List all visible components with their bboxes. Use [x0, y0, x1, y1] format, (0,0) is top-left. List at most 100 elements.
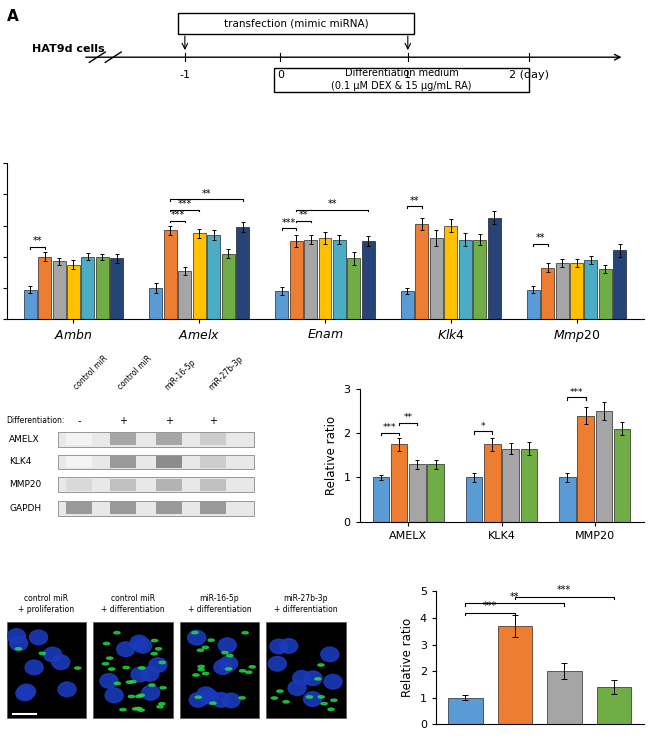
Text: -: -: [77, 416, 81, 426]
Bar: [66, 434, 92, 446]
Ellipse shape: [100, 674, 118, 688]
Bar: [401, 291, 414, 319]
Bar: [444, 225, 457, 319]
Text: **: **: [202, 188, 211, 199]
Circle shape: [103, 663, 109, 665]
Bar: [577, 415, 594, 522]
Bar: [58, 454, 254, 469]
Bar: [372, 477, 389, 522]
Circle shape: [138, 694, 144, 696]
Text: ***: ***: [282, 218, 296, 228]
Circle shape: [159, 703, 165, 705]
Bar: [466, 477, 482, 522]
Text: ***: ***: [557, 585, 571, 596]
Bar: [200, 479, 226, 491]
Circle shape: [193, 674, 199, 676]
Circle shape: [192, 631, 198, 634]
Text: +: +: [165, 416, 173, 426]
Bar: [502, 449, 519, 522]
Bar: [200, 456, 226, 468]
Text: *: *: [481, 421, 486, 431]
Circle shape: [210, 702, 216, 704]
Bar: [333, 239, 346, 319]
Circle shape: [315, 678, 321, 680]
Bar: [362, 241, 375, 319]
Bar: [614, 429, 630, 522]
Bar: [110, 434, 136, 446]
Text: **: **: [32, 236, 42, 246]
Circle shape: [242, 632, 248, 634]
Ellipse shape: [212, 692, 230, 707]
Bar: [614, 251, 627, 319]
Bar: [110, 479, 136, 491]
Text: 0: 0: [277, 70, 284, 80]
Bar: [6, 622, 86, 718]
Ellipse shape: [25, 660, 43, 675]
Ellipse shape: [304, 692, 322, 706]
Bar: [570, 263, 583, 319]
Circle shape: [75, 667, 81, 670]
Bar: [304, 239, 317, 319]
Text: **: **: [510, 592, 519, 602]
Ellipse shape: [280, 638, 298, 653]
Text: **: **: [404, 412, 413, 422]
Bar: [599, 269, 612, 319]
Ellipse shape: [270, 639, 288, 654]
Text: Differentiation:: Differentiation:: [6, 416, 65, 426]
Bar: [23, 290, 36, 319]
Text: miR-27b-3p: miR-27b-3p: [207, 354, 244, 392]
Bar: [81, 256, 94, 319]
Bar: [559, 477, 576, 522]
Bar: [597, 687, 631, 724]
Bar: [200, 434, 226, 446]
Bar: [58, 432, 254, 446]
Bar: [156, 456, 182, 468]
Ellipse shape: [268, 656, 287, 671]
Circle shape: [157, 706, 163, 708]
Bar: [66, 479, 92, 491]
Ellipse shape: [16, 686, 34, 701]
Text: 2 (day): 2 (day): [509, 70, 549, 80]
Text: **: **: [410, 196, 419, 206]
Ellipse shape: [189, 692, 207, 707]
Bar: [58, 501, 254, 516]
Ellipse shape: [288, 681, 306, 695]
Bar: [207, 235, 220, 319]
Y-axis label: Relative ratio: Relative ratio: [401, 619, 414, 698]
FancyBboxPatch shape: [274, 67, 529, 92]
Text: Differentiation medium
(0.1 μM DEX & 15 μg/mL RA): Differentiation medium (0.1 μM DEX & 15 …: [332, 67, 472, 91]
Ellipse shape: [105, 688, 123, 703]
Ellipse shape: [222, 693, 240, 708]
Bar: [96, 256, 109, 319]
Circle shape: [130, 681, 136, 683]
Circle shape: [109, 668, 115, 670]
Text: +: +: [209, 416, 217, 426]
Bar: [275, 291, 288, 319]
Circle shape: [202, 647, 209, 649]
Circle shape: [328, 708, 334, 710]
Text: miR-16-5p
+ differentiation: miR-16-5p + differentiation: [188, 594, 251, 614]
Ellipse shape: [141, 667, 159, 681]
Circle shape: [246, 671, 252, 673]
Circle shape: [16, 647, 21, 650]
Circle shape: [159, 661, 165, 664]
Ellipse shape: [117, 642, 135, 656]
Bar: [111, 259, 124, 319]
Circle shape: [138, 667, 145, 669]
Bar: [526, 290, 539, 319]
Bar: [193, 234, 206, 319]
Circle shape: [138, 709, 144, 712]
Bar: [473, 239, 486, 319]
Circle shape: [198, 669, 204, 671]
Circle shape: [198, 649, 203, 652]
Circle shape: [306, 695, 313, 698]
Circle shape: [277, 690, 283, 692]
Bar: [67, 265, 80, 319]
Circle shape: [160, 687, 166, 689]
Bar: [66, 503, 92, 514]
Bar: [178, 270, 191, 319]
Bar: [541, 268, 554, 319]
Circle shape: [114, 682, 120, 684]
Circle shape: [271, 697, 278, 699]
Circle shape: [331, 699, 337, 701]
